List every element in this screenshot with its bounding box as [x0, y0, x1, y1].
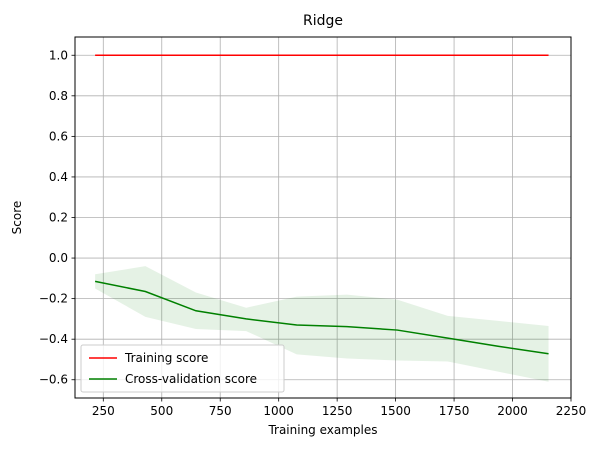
- y-tick-label: 0.6: [49, 129, 68, 143]
- x-tick-label: 1000: [263, 404, 294, 418]
- legend: Training score Cross-validation score: [80, 344, 285, 393]
- y-tick-label: 1.0: [49, 48, 68, 62]
- x-tick-label: 500: [150, 404, 173, 418]
- y-tick-label: 0.0: [49, 251, 68, 265]
- legend-label-training-score: Training score: [124, 351, 208, 365]
- x-tick-label: 1500: [380, 404, 411, 418]
- x-tick-label: 2000: [497, 404, 528, 418]
- y-tick-label: −0.4: [39, 332, 68, 346]
- legend-box: [80, 344, 285, 393]
- y-tick-label: −0.6: [39, 373, 68, 387]
- x-tick-label: 1250: [322, 404, 353, 418]
- x-tick-label: 750: [209, 404, 232, 418]
- y-tick-label: −0.2: [39, 292, 68, 306]
- chart-title: Ridge: [303, 13, 343, 29]
- axis-ticks: 250 500 750 1000 1250 1500 1750 2000 2250 −0.6 −0.…: [39, 48, 586, 418]
- x-axis-label: Training examples: [267, 423, 377, 437]
- y-tick-label: 0.2: [49, 211, 68, 225]
- series-band-1: [95, 266, 549, 382]
- y-tick-label: 0.8: [49, 89, 68, 103]
- y-tick-label: 0.4: [49, 170, 68, 184]
- series-lines: [94, 54, 549, 355]
- confidence-bands: [95, 266, 549, 382]
- y-axis-label: Score: [10, 201, 24, 235]
- x-tick-label: 1750: [439, 404, 470, 418]
- x-tick-label: 2250: [556, 404, 587, 418]
- x-tick-label: 250: [92, 404, 115, 418]
- series-line-1: [94, 280, 549, 355]
- legend-label-cross-validation-score: Cross-validation score: [125, 372, 257, 386]
